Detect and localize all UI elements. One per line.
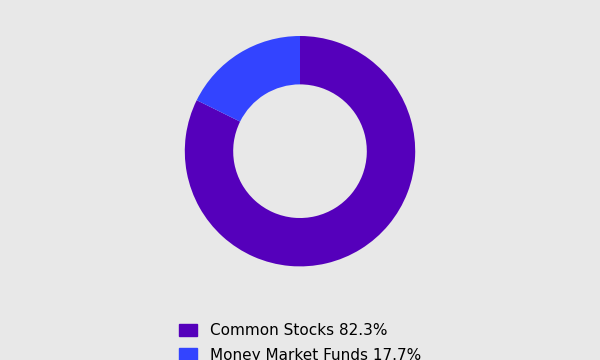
Legend: Common Stocks 82.3%, Money Market Funds 17.7%: Common Stocks 82.3%, Money Market Funds … [173,317,427,360]
Wedge shape [185,36,415,266]
Wedge shape [197,36,300,122]
